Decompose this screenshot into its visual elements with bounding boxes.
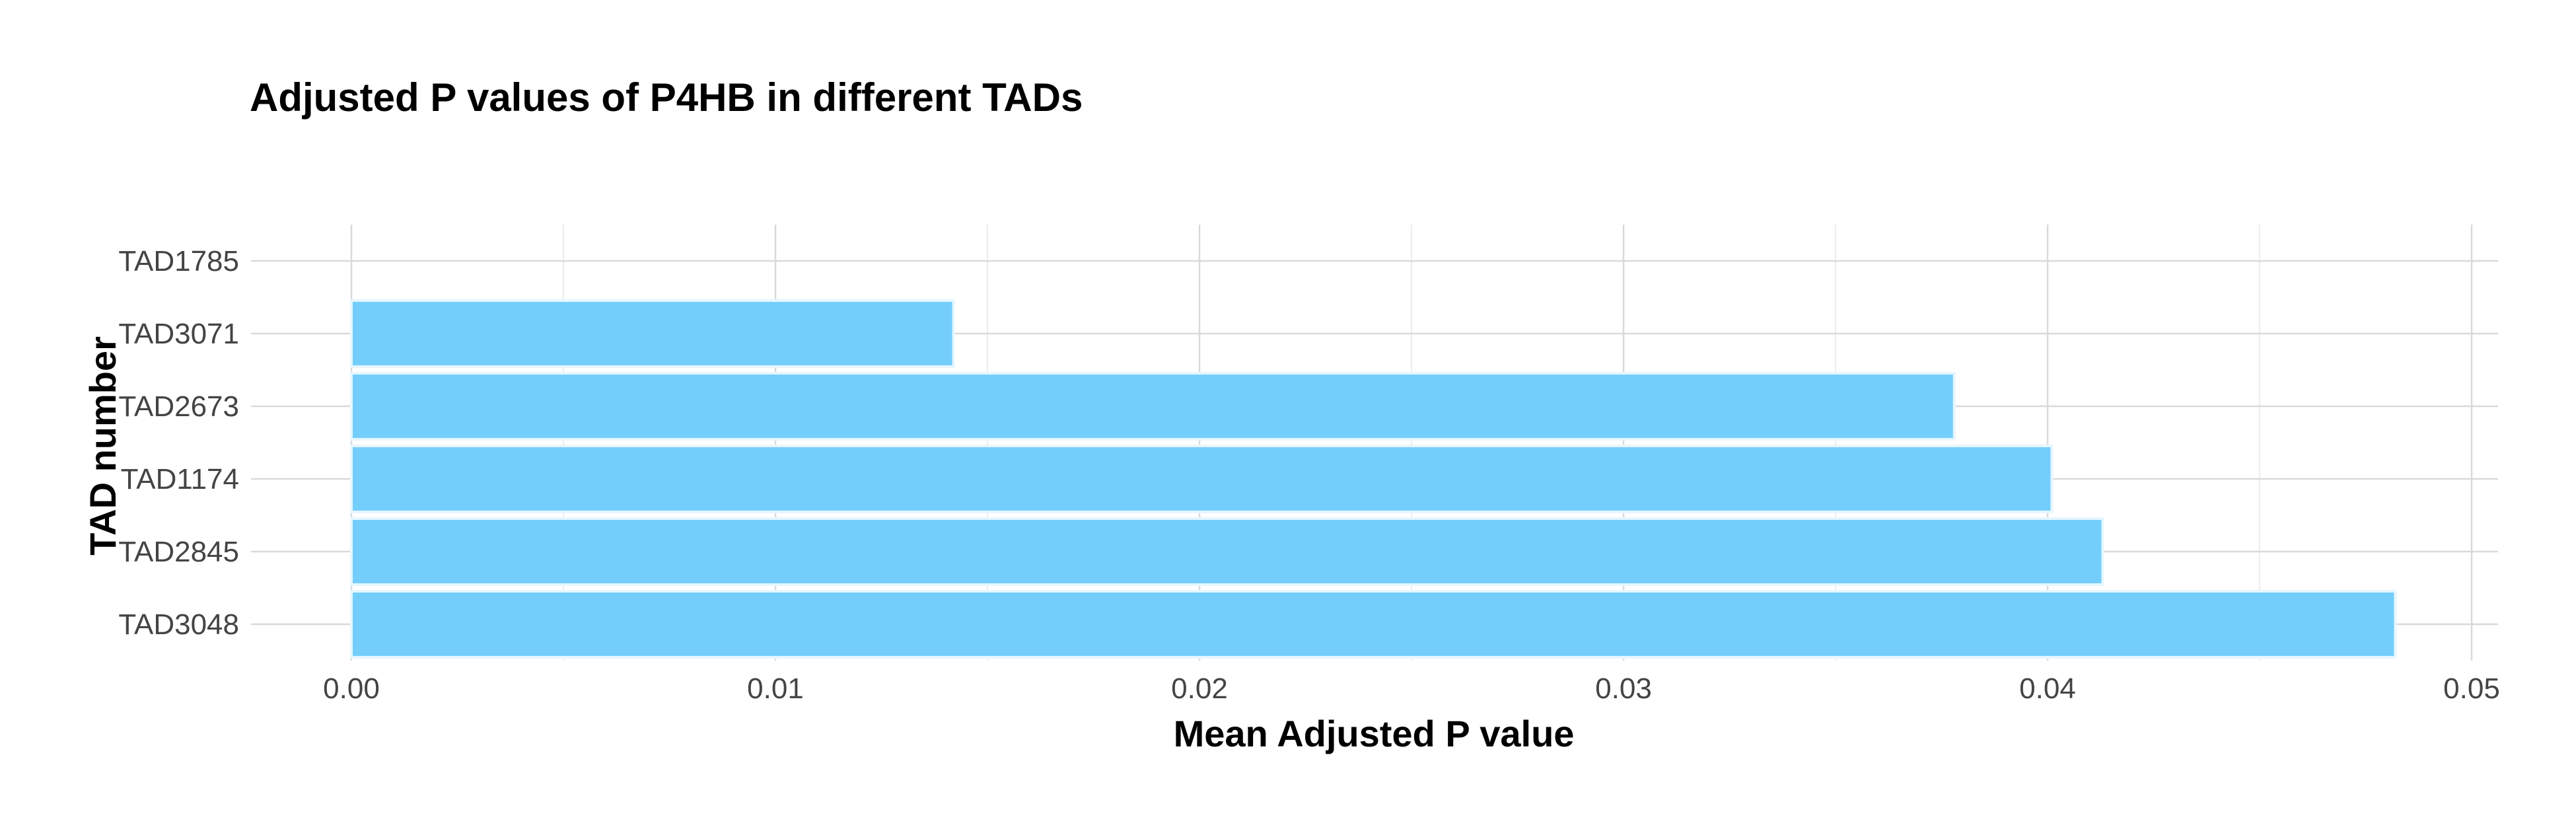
x-tick-label: 0.03 (1595, 672, 1652, 705)
y-tick-label: TAD3071 (118, 318, 239, 350)
y-tick-labels: TAD3048 TAD2845 TAD1174 TAD2673 TAD3071 TAD17… (118, 245, 239, 641)
y-tick-label: TAD2845 (118, 536, 239, 568)
bar-tad1174 (350, 445, 2054, 513)
y-tick-label: TAD1174 (121, 463, 239, 495)
bar-tad2845 (350, 517, 2104, 586)
bar-tad3048 (350, 590, 2397, 659)
x-tick-label: 0.00 (323, 672, 380, 705)
x-tick-label: 0.04 (2019, 672, 2076, 705)
chart-title: Adjusted P values of P4HB in different T… (250, 75, 1083, 120)
y-tick-label: TAD2673 (118, 390, 239, 423)
bar-tad3071 (350, 299, 955, 368)
x-tick-label: 0.01 (747, 672, 804, 705)
y-tick-label: TAD1785 (118, 245, 239, 277)
x-tick-label: 0.05 (2443, 672, 2500, 705)
x-tick-label: 0.02 (1171, 672, 1228, 705)
y-tick-label: TAD3048 (118, 608, 239, 641)
x-axis-title: Mean Adjusted P value (1174, 713, 1575, 754)
bar-tad2673 (350, 372, 1956, 441)
bars (350, 299, 2397, 659)
x-tick-labels: 0.00 0.01 0.02 0.03 0.04 0.05 (323, 672, 2500, 705)
y-axis-title: TAD number (82, 336, 124, 556)
